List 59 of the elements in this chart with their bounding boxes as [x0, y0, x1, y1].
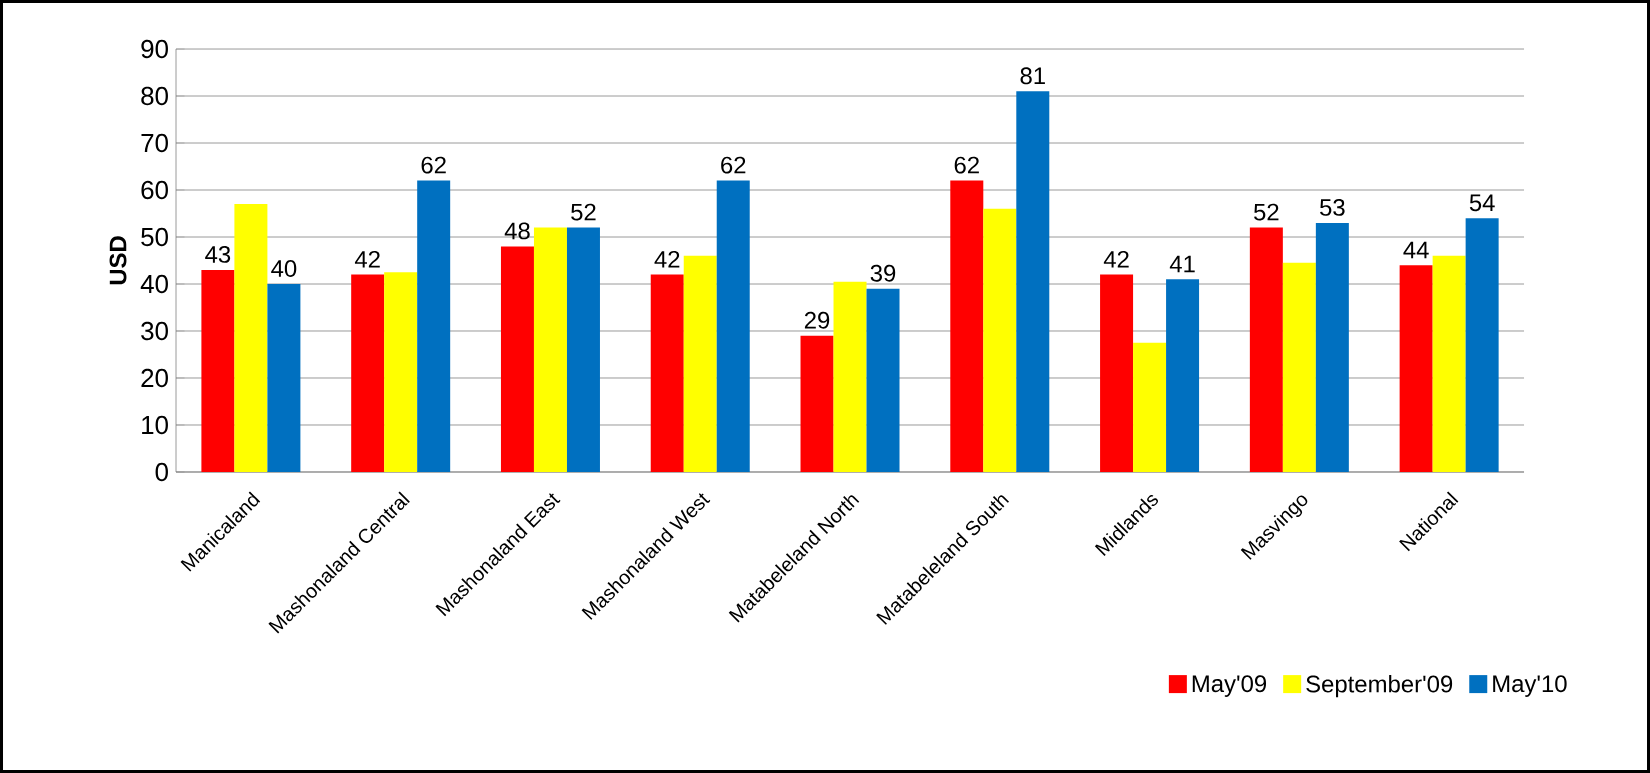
bar — [1432, 255, 1466, 472]
y-tick-label: 20 — [141, 368, 168, 388]
y-tick-label: 30 — [141, 321, 168, 341]
bar — [533, 227, 567, 472]
bar — [1465, 218, 1499, 472]
bar — [566, 227, 600, 472]
data-label: 62 — [421, 156, 446, 174]
y-tick-label: 0 — [155, 462, 168, 482]
bar — [1016, 91, 1050, 472]
bar — [950, 180, 984, 472]
data-label: 40 — [271, 260, 297, 277]
data-label: 44 — [1403, 241, 1429, 259]
data-label: 53 — [1320, 198, 1345, 216]
bar — [983, 208, 1017, 472]
bar — [716, 180, 750, 472]
y-tick-label: 40 — [140, 274, 168, 294]
y-axis-title: USD — [109, 236, 127, 285]
bar — [417, 180, 451, 472]
bar — [866, 288, 900, 472]
data-label: 52 — [1254, 203, 1279, 221]
data-label: 48 — [504, 222, 530, 240]
data-label: 39 — [870, 264, 896, 282]
data-label: 29 — [804, 311, 830, 329]
data-label: 41 — [1169, 255, 1195, 273]
data-label: 42 — [654, 250, 680, 268]
legend-label: May'09 — [1192, 675, 1267, 697]
bar — [267, 284, 301, 472]
y-tick-label: 70 — [141, 133, 168, 153]
bar — [384, 272, 418, 472]
bar — [1100, 274, 1134, 472]
y-tick-label: 60 — [141, 180, 168, 200]
y-tick-label: 10 — [142, 415, 168, 435]
bar — [683, 255, 717, 472]
bar — [800, 335, 834, 472]
data-label: 62 — [721, 156, 746, 174]
bar — [500, 246, 534, 472]
y-tick-label: 90 — [141, 39, 168, 59]
bar — [1249, 227, 1283, 472]
bar — [1282, 262, 1316, 472]
y-tick-label: 80 — [141, 86, 168, 106]
legend-label: September'09 — [1306, 674, 1453, 698]
bar — [1399, 265, 1433, 472]
data-label: 62 — [954, 156, 979, 174]
data-label: 54 — [1469, 194, 1495, 212]
bar — [201, 269, 235, 472]
data-label: 43 — [205, 245, 231, 263]
data-label: 81 — [1020, 67, 1045, 85]
bar — [351, 274, 385, 472]
legend-label: May'10 — [1493, 675, 1567, 697]
data-label: 42 — [1103, 250, 1129, 268]
bar — [1315, 222, 1349, 472]
bar — [833, 281, 867, 472]
bar — [1133, 342, 1167, 472]
y-tick-label: 50 — [141, 227, 168, 247]
bar — [650, 274, 684, 472]
data-label: 52 — [571, 203, 596, 221]
data-label: 42 — [354, 250, 380, 268]
bar — [234, 204, 268, 472]
bar — [1166, 279, 1200, 472]
